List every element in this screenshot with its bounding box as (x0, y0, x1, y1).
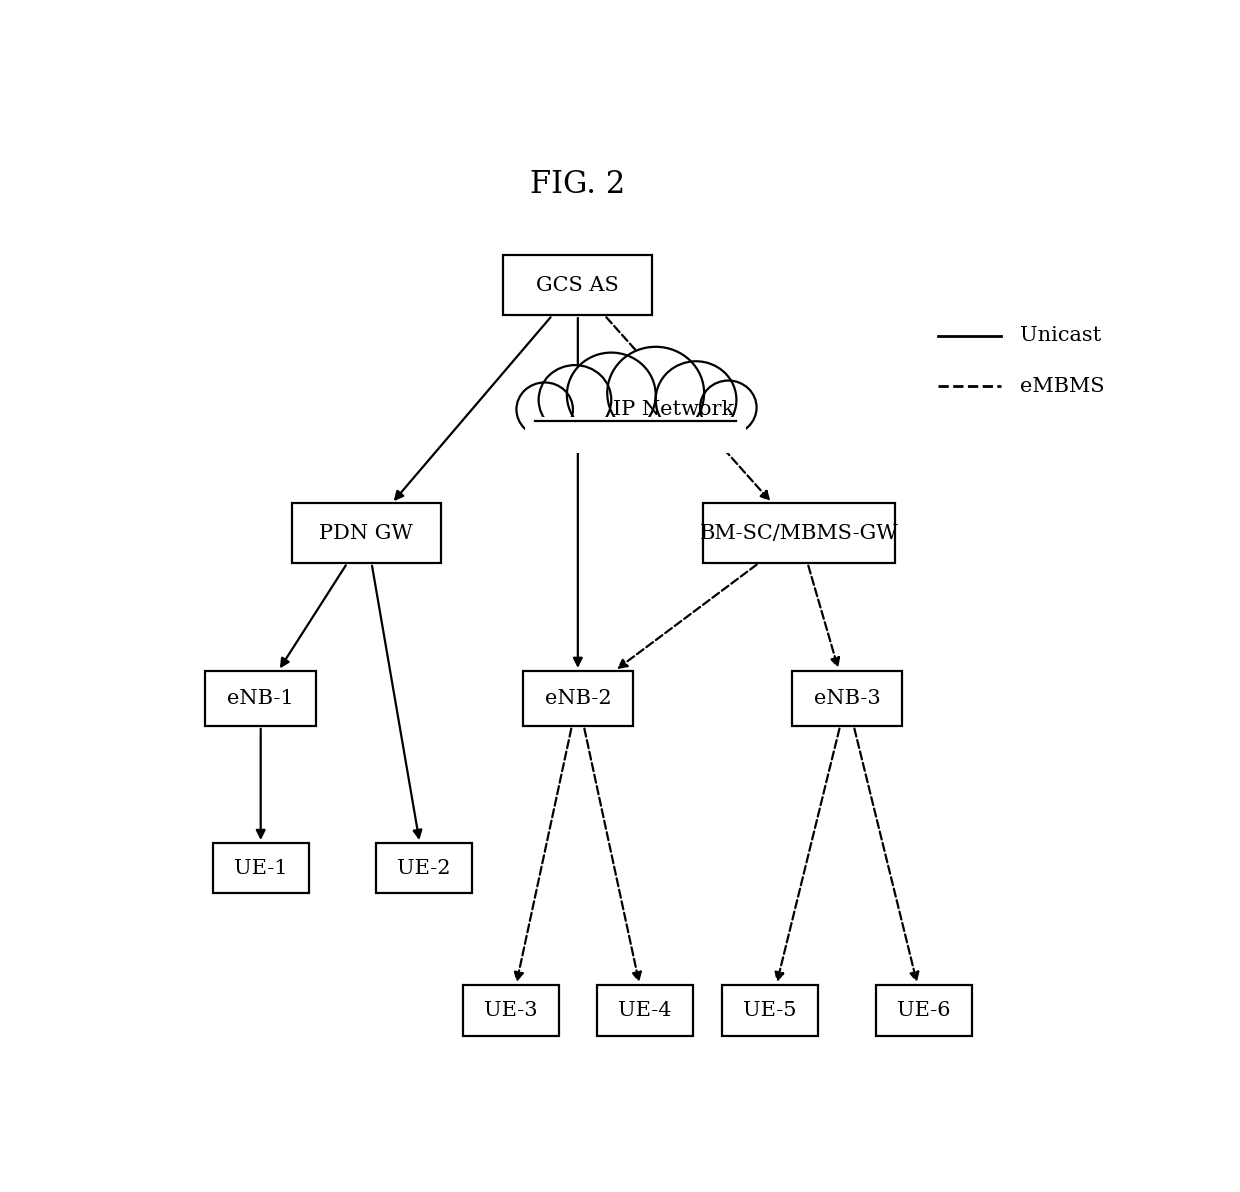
Bar (213, 843, 309, 893)
Circle shape (538, 365, 611, 435)
Circle shape (608, 347, 704, 440)
Text: UE-1: UE-1 (234, 858, 288, 877)
Text: FIG. 2: FIG. 2 (531, 169, 625, 200)
Circle shape (656, 361, 737, 439)
Bar (522, 671, 634, 726)
Bar (722, 985, 818, 1036)
Text: UE-5: UE-5 (743, 1001, 797, 1020)
Circle shape (516, 383, 573, 436)
Text: UE-6: UE-6 (897, 1001, 951, 1020)
Text: Unicast: Unicast (1019, 327, 1101, 346)
Text: UE-3: UE-3 (484, 1001, 537, 1020)
Bar (291, 503, 441, 563)
Text: eNB-1: eNB-1 (227, 689, 294, 708)
Bar (206, 671, 316, 726)
Circle shape (567, 353, 656, 437)
Bar (791, 671, 903, 726)
Text: PDN GW: PDN GW (320, 523, 413, 542)
Text: GCS AS: GCS AS (537, 275, 619, 294)
Circle shape (701, 380, 756, 435)
Text: IP Network: IP Network (614, 399, 734, 418)
Text: eMBMS: eMBMS (1019, 377, 1105, 396)
Text: BM-SC/MBMS-GW: BM-SC/MBMS-GW (699, 523, 898, 542)
Bar (596, 985, 693, 1036)
Bar (703, 503, 895, 563)
Bar (463, 985, 558, 1036)
Bar (525, 417, 746, 453)
Text: eNB-3: eNB-3 (813, 689, 880, 708)
Bar (875, 985, 972, 1036)
Text: eNB-2: eNB-2 (544, 689, 611, 708)
Text: UE-4: UE-4 (619, 1001, 672, 1020)
Bar (503, 255, 652, 315)
Bar (376, 843, 472, 893)
Bar (525, 399, 746, 448)
Text: UE-2: UE-2 (397, 858, 451, 877)
